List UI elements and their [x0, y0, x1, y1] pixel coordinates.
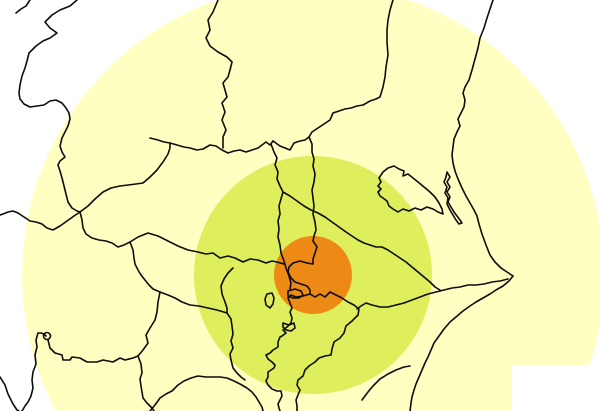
border-tokyo-kanagawa [220, 267, 234, 314]
border-corner-fragment [15, 0, 31, 14]
coast-kujukuri [409, 275, 514, 411]
harbor-blob-yokohama [282, 322, 296, 332]
border-gunma-saitama [149, 137, 274, 154]
coast-tokyo-bay-east [295, 291, 360, 411]
harbor-blob-tokyo [287, 288, 304, 299]
boso-interior-line [361, 365, 411, 401]
coast-sagami-bay [149, 375, 264, 411]
border-tokyo-north [129, 232, 285, 265]
border-yamanashi-east [79, 211, 161, 357]
coast-pacific-kashima [451, 0, 514, 277]
border-saitama-east [270, 143, 292, 290]
harbor-blob-kawasaki [264, 292, 275, 309]
river-tone [356, 278, 509, 310]
coast-izu-east [21, 332, 47, 411]
border-edogawa [287, 136, 318, 295]
small-lake-ring [42, 331, 52, 341]
border-hakone-coast-link [137, 355, 155, 411]
coast-izu-west [0, 376, 20, 411]
border-tochigi-west [205, 0, 233, 149]
border-hakone [47, 339, 139, 363]
border-northwest-nagano [18, 0, 81, 213]
border-gunma-east-link [79, 142, 171, 213]
lake-kasumigaura [377, 165, 444, 215]
inner-zone-circle [274, 236, 352, 314]
border-ibaraki-chiba-diagonal [282, 191, 441, 291]
border-kanagawa-north [159, 291, 246, 381]
lake-kitaura [443, 171, 463, 225]
corner-mask-rect [512, 365, 600, 411]
border-tochigi-east [272, 0, 394, 151]
border-west-ridge [0, 210, 81, 231]
coast-tokyo-bay-west [265, 293, 311, 411]
